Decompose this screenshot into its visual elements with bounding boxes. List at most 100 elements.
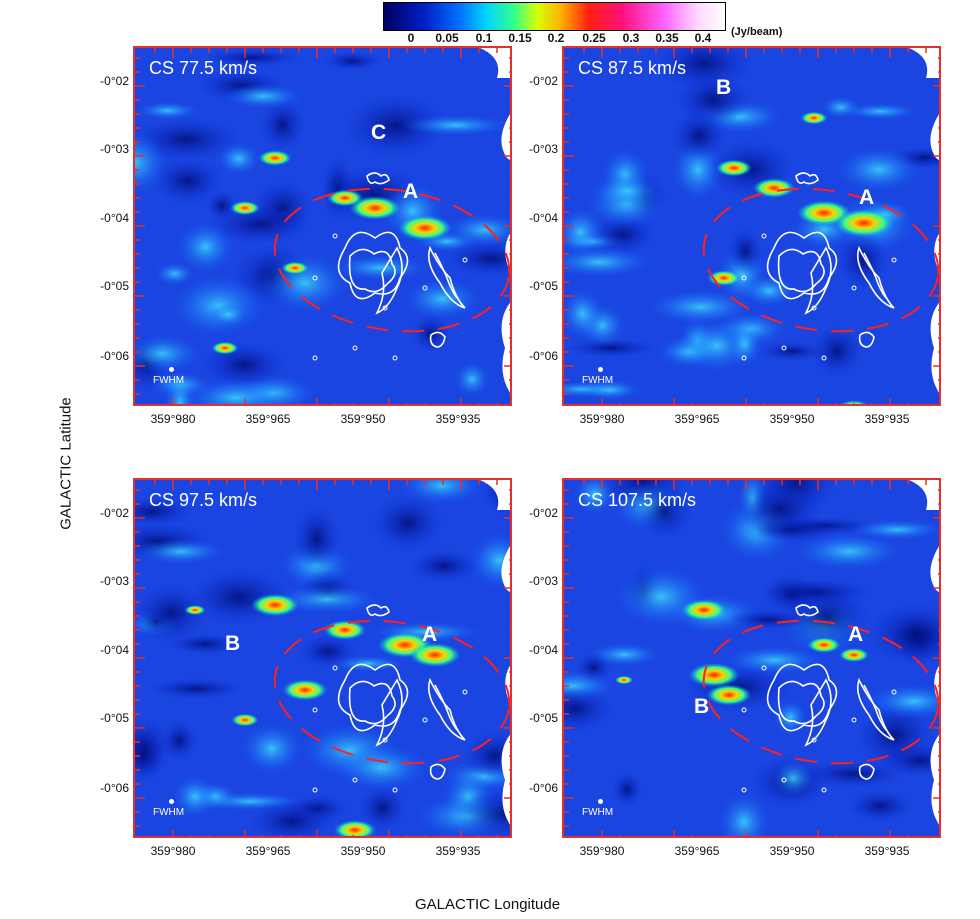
continuum-contour (352, 345, 358, 351)
colorbar-tick-label: 0.35 (655, 31, 679, 45)
emission-blob (241, 722, 303, 775)
emission-blob (772, 759, 815, 797)
emission-blob (836, 146, 922, 193)
y-tick-label: -0°04 (529, 643, 558, 657)
emission-blob (358, 785, 407, 831)
emission-blob (344, 94, 447, 158)
emission-blob (738, 481, 822, 539)
emission-blob (148, 678, 245, 700)
emission-blob (636, 485, 693, 539)
emission-peak (230, 201, 260, 215)
continuum-contour (434, 252, 458, 299)
emission-blob (820, 95, 861, 119)
y-tick-label: -0°06 (100, 781, 129, 795)
continuum-contour (375, 246, 403, 315)
emission-blob (866, 683, 939, 720)
continuum-contour (781, 777, 787, 783)
continuum-contour (312, 355, 318, 361)
intensity-map (564, 48, 939, 404)
emission-blob (260, 99, 306, 151)
emission-blob (811, 325, 864, 377)
continuum-contour (375, 678, 403, 747)
continuum-contour (804, 678, 832, 747)
emission-blob (718, 792, 770, 836)
colorbar-tick-label: 0.4 (694, 31, 712, 45)
continuum-contour (382, 737, 388, 743)
y-tick-label: -0°06 (100, 349, 129, 363)
emission-blob (209, 303, 247, 326)
emission-blob (454, 361, 490, 398)
emission-blob (136, 538, 226, 565)
emission-blob (647, 289, 755, 325)
emission-blob (136, 101, 199, 120)
coverage-mask (909, 480, 939, 825)
continuum-contour (429, 763, 446, 780)
emission-blob (152, 157, 223, 205)
emission-blob (784, 585, 869, 649)
red-dashed-ellipse (702, 187, 939, 333)
emission-blob (564, 288, 605, 340)
emission-peak (334, 820, 376, 836)
beam-marker (598, 367, 603, 372)
continuum-contour (858, 331, 875, 348)
emission-blob (849, 519, 939, 540)
colorbar-tick-label: 0.25 (582, 31, 606, 45)
emission-blob (331, 655, 404, 672)
continuum-contour (741, 787, 747, 793)
continuum-contour (462, 257, 468, 263)
fwhm-label: FWHM (153, 375, 185, 386)
y-tick-label: -0°04 (529, 211, 558, 225)
emission-blob (671, 110, 727, 162)
panel-title: CS 77.5 km/s (149, 58, 258, 78)
continuum-contour (761, 665, 767, 671)
emission-peak (839, 400, 869, 404)
emission-blob (332, 255, 429, 281)
continuum-contour (741, 355, 747, 361)
emission-blob (294, 506, 340, 572)
emission-peak (807, 637, 841, 653)
emission-blob (154, 261, 195, 286)
emission-blob (209, 204, 309, 245)
continuum-contour (821, 787, 827, 793)
emission-blob (759, 341, 825, 361)
emission-blob (740, 274, 798, 307)
x-tick-label: 359°980 (579, 412, 625, 426)
panel-title: CS 87.5 km/s (578, 58, 687, 78)
continuum-contour (422, 285, 428, 291)
colorbar-unit: (Jy/beam) (731, 26, 783, 38)
x-tick-label: 359°950 (340, 412, 386, 426)
x-tick-label: 359°950 (769, 844, 815, 858)
continuum-contour (811, 305, 817, 311)
red-dashed-ellipse (702, 619, 939, 765)
emission-peak (324, 620, 366, 640)
continuum-contour (741, 275, 747, 281)
emission-blob (578, 379, 642, 400)
emission-blob (408, 549, 480, 583)
continuum-contour (891, 257, 897, 263)
x-tick-label: 359°965 (245, 412, 291, 426)
fwhm-label: FWHM (582, 375, 614, 386)
emission-blob (726, 321, 763, 367)
y-tick-label: -0°06 (529, 781, 558, 795)
continuum-contour (332, 233, 338, 239)
continuum-contour (863, 252, 887, 299)
emission-blob (135, 334, 202, 373)
emission-peak (258, 150, 292, 166)
continuum-contour (332, 665, 338, 671)
continuum-contour (781, 345, 787, 351)
emission-blob (184, 378, 287, 404)
emission-blob (564, 247, 652, 278)
emission-peak (184, 605, 206, 615)
region-label: A (403, 180, 419, 203)
colorbar-tick-label: 0.3 (622, 31, 640, 45)
continuum-contour (851, 717, 857, 723)
emission-blob (224, 83, 303, 109)
emission-blob (564, 207, 605, 257)
emission-peak (231, 713, 259, 727)
continuum-contour (366, 172, 390, 185)
y-tick-label: -0°04 (100, 211, 129, 225)
continuum-contour (434, 684, 458, 731)
continuum-contour (821, 355, 827, 361)
emission-blob (135, 497, 195, 527)
emission-peak (282, 679, 328, 701)
